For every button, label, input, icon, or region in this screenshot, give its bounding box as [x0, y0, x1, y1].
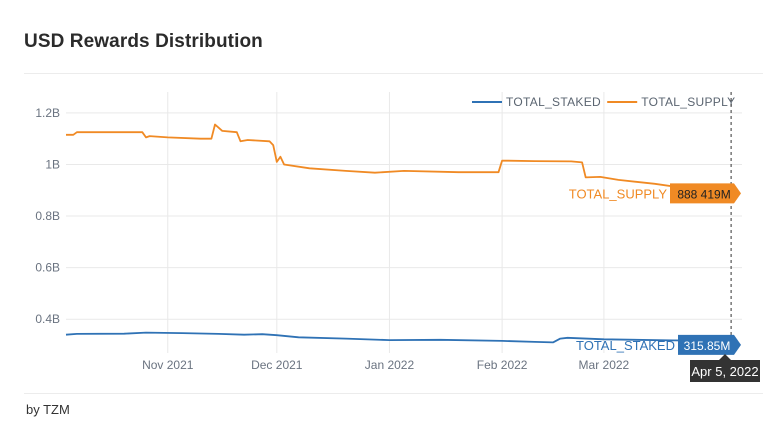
hover-value-supply: 888 419M [677, 187, 730, 201]
hover-series-name-staked: TOTAL_STAKED [576, 338, 675, 353]
footer-divider [24, 393, 763, 394]
hover-value-badge-staked [678, 334, 741, 355]
chart-title: USD Rewards Distribution [24, 31, 263, 52]
x-tick-label: Nov 2021 [142, 358, 194, 372]
x-tick-label: Jan 2022 [365, 358, 415, 372]
y-tick-label: 1B [45, 157, 60, 171]
y-tick-label: 0.6B [35, 261, 60, 275]
hover-value-badge-supply [670, 183, 741, 204]
legend-label-total-supply[interactable]: TOTAL_SUPPLY [641, 95, 735, 109]
series-line-total-supply [66, 123, 732, 195]
hover-date-badge [690, 354, 760, 382]
footer-credit: by TZM [26, 402, 70, 417]
hover-series-name-supply: TOTAL_SUPPLY [569, 186, 668, 201]
hover-date-label: Apr 5, 2022 [691, 364, 758, 379]
series-line-total-staked [65, 331, 732, 344]
hover-value-staked: 315.85M [684, 339, 731, 353]
x-tick-label: Dec 2021 [251, 358, 303, 372]
y-tick-label: 0.8B [35, 209, 60, 223]
y-tick-label: 1.2B [35, 106, 60, 120]
x-tick-label: Mar 2022 [579, 358, 630, 372]
title-divider [24, 73, 763, 74]
legend-label-total-staked[interactable]: TOTAL_STAKED [506, 95, 601, 109]
x-tick-label: Feb 2022 [477, 358, 528, 372]
y-tick-label: 0.4B [35, 312, 60, 326]
